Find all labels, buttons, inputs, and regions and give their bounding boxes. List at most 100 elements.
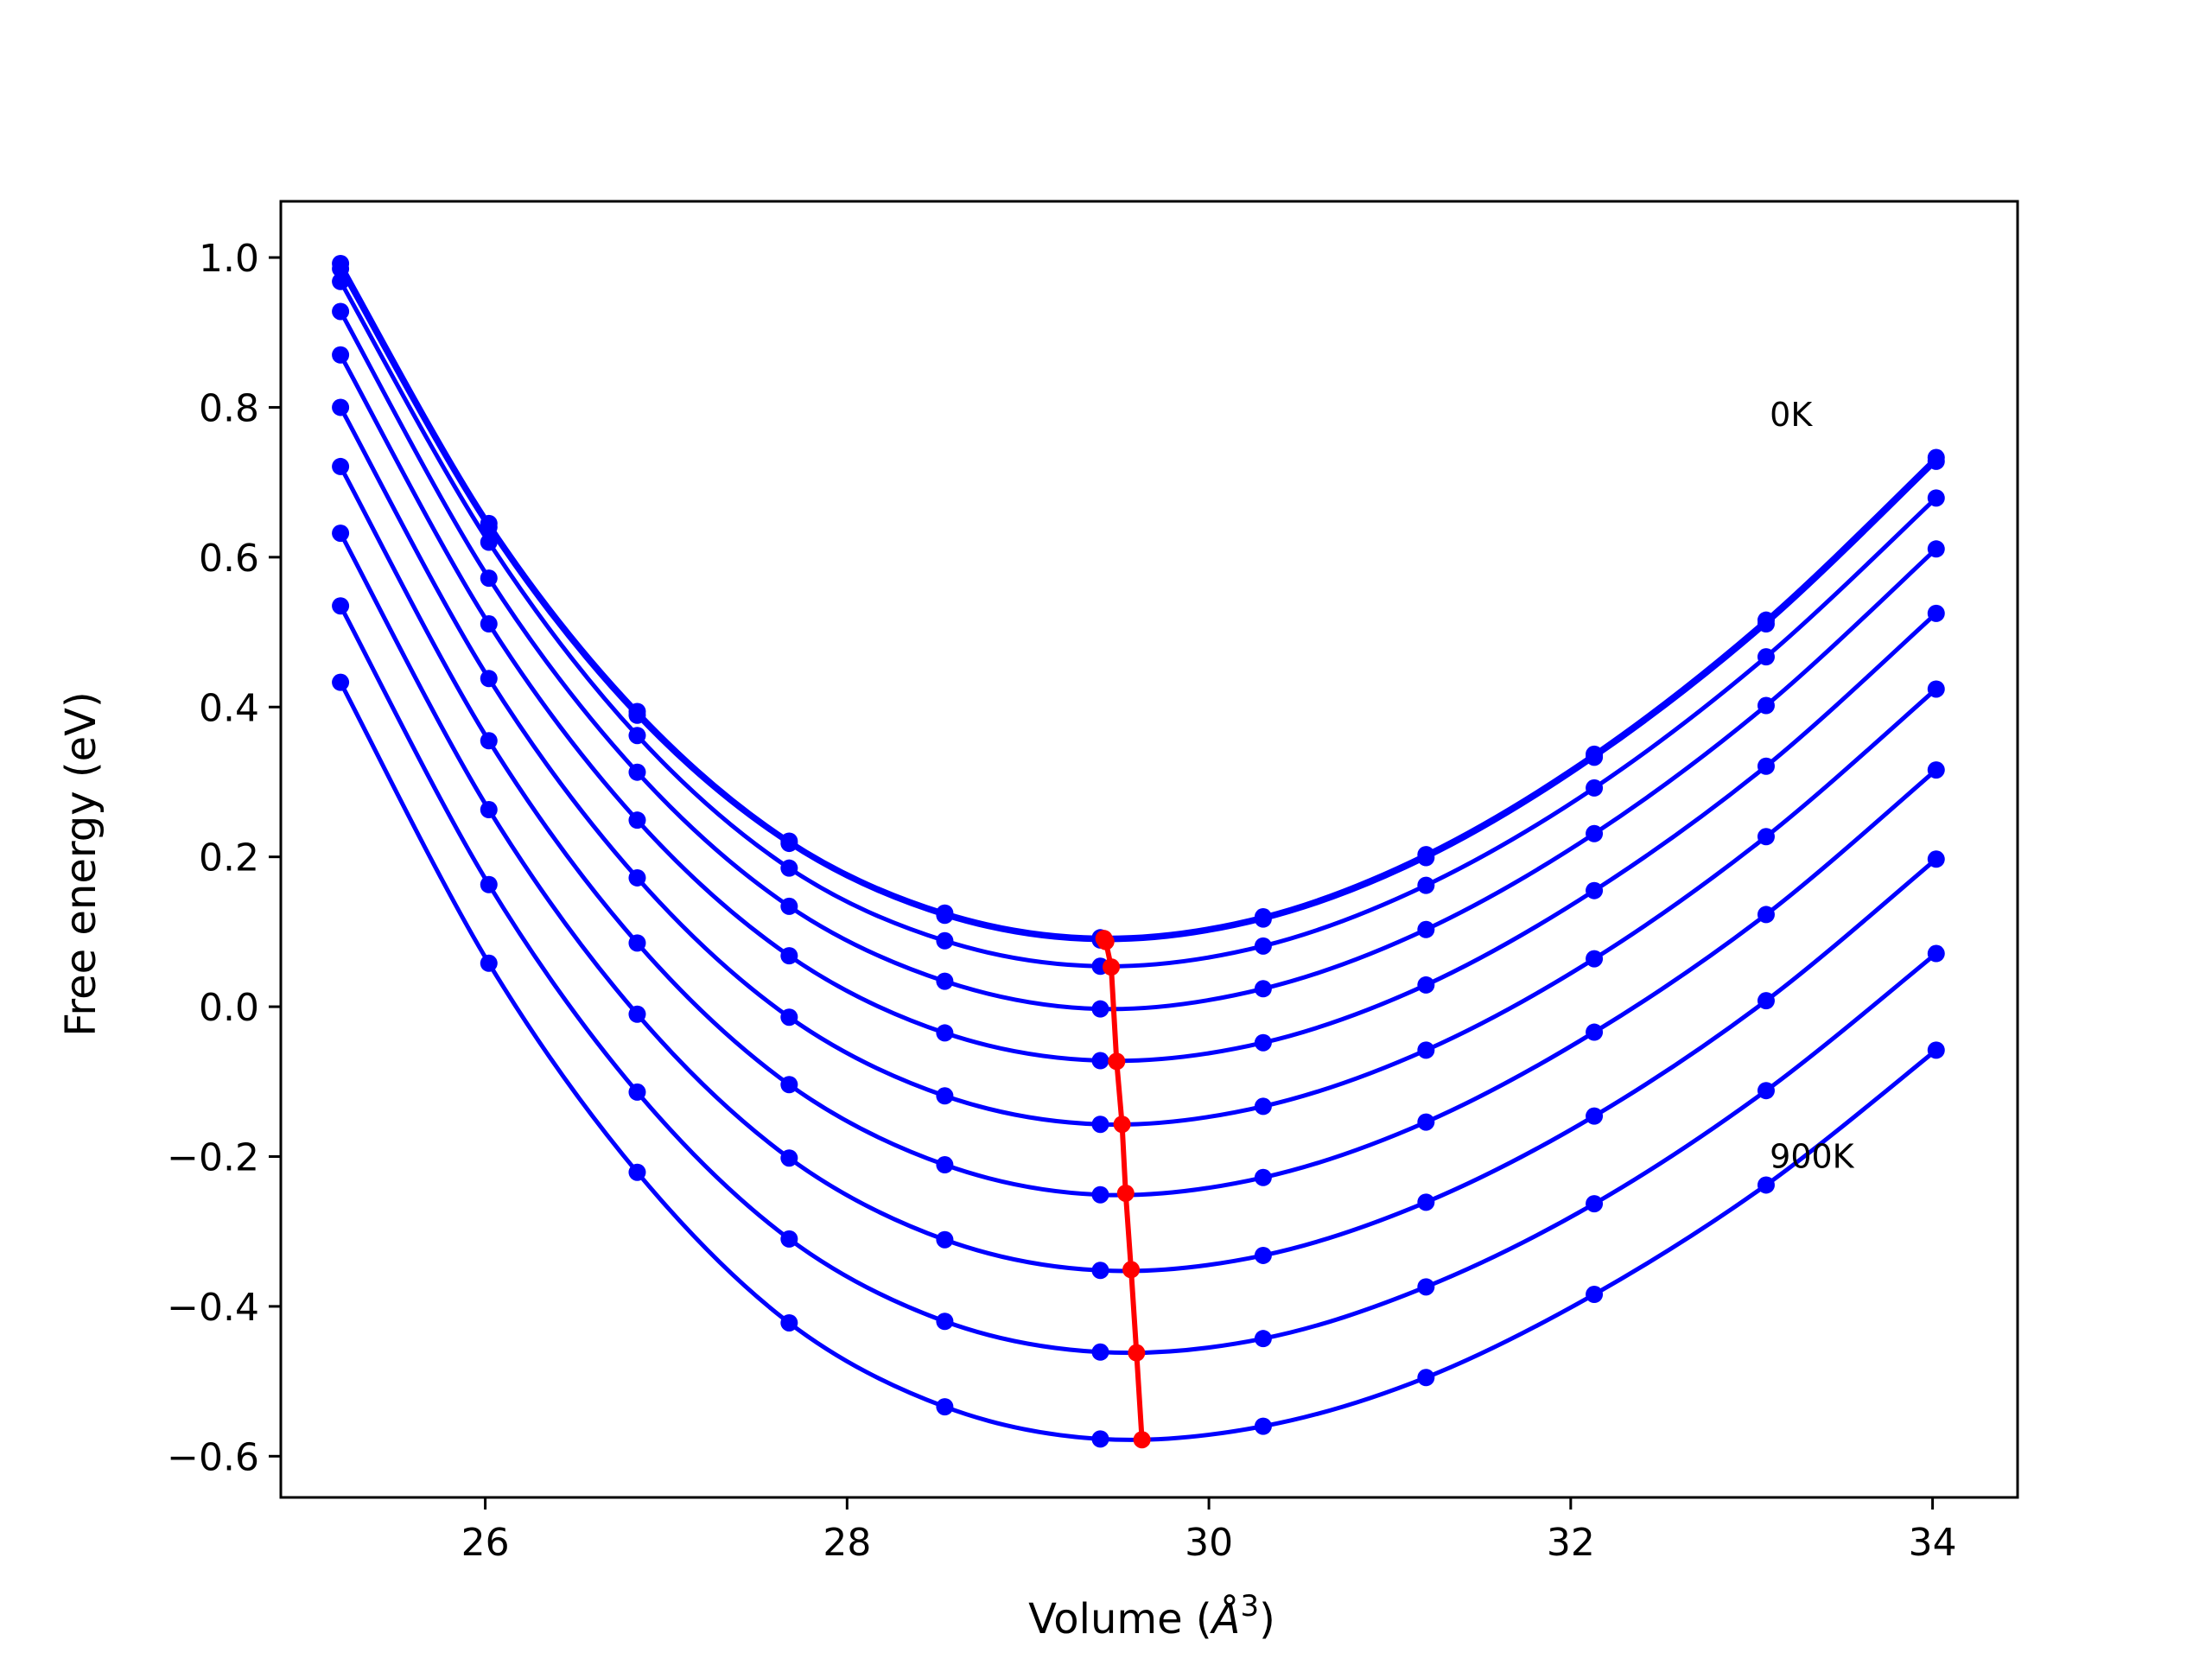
series-7-point-4: [936, 1230, 954, 1249]
minimum-point-3: [1108, 1052, 1126, 1071]
series-line-4: [338, 353, 1938, 1064]
series-4-point-10: [1927, 604, 1945, 622]
series-6-point-9: [1757, 906, 1775, 924]
series-4-point-9: [1757, 757, 1775, 775]
series-1-point-9: [1757, 615, 1775, 633]
series-1-point-6: [1254, 910, 1272, 928]
series-8-point-2: [628, 1083, 646, 1101]
y-tick-label-6: −0.2: [167, 1135, 259, 1179]
series-9-point-2: [628, 1163, 646, 1181]
x-tick-label-0: 26: [461, 1521, 510, 1565]
series-8-point-7: [1417, 1278, 1435, 1296]
series-5-point-10: [1927, 680, 1945, 698]
series-3-point-7: [1417, 920, 1435, 938]
series-7-point-6: [1254, 1246, 1272, 1264]
series-6-point-0: [332, 457, 350, 475]
series-9-point-0: [332, 673, 350, 691]
series-9-point-9: [1757, 1176, 1775, 1194]
annotations: 0K 900K: [1770, 396, 1855, 1175]
series-6-point-10: [1927, 761, 1945, 779]
minimum-point-2: [1103, 958, 1121, 976]
series-1-point-3: [780, 835, 798, 853]
series-7-point-10: [1927, 850, 1945, 868]
series-7-point-2: [628, 1005, 646, 1023]
series-8-point-1: [480, 875, 498, 893]
series-1-point-4: [936, 906, 954, 925]
series-1-point-8: [1586, 748, 1604, 766]
series-1-point-10: [1927, 452, 1945, 470]
series-5-point-7: [1417, 1041, 1435, 1059]
x-axis-label: Volume (Å3): [1028, 1589, 1275, 1643]
series-line-3: [338, 310, 1938, 1012]
y-tick-label-7: −0.4: [167, 1286, 259, 1330]
series-2-point-7: [1417, 876, 1435, 894]
x-axis-label-exponent: 3: [1240, 1589, 1259, 1624]
series-9-point-7: [1417, 1369, 1435, 1387]
x-tick-label-3: 32: [1547, 1521, 1595, 1565]
series-1-point-7: [1417, 849, 1435, 867]
series-9-point-5: [1091, 1430, 1109, 1448]
axes: 26 28 30 32 34 1.0 0.8 0.6 0.4 0.2 0.0 −0.2 −0.4 −0.6: [167, 200, 2019, 1565]
x-tick-label-2: 30: [1185, 1521, 1233, 1565]
series-2-point-6: [1254, 937, 1272, 955]
series-5-point-3: [780, 1008, 798, 1027]
series-8-point-9: [1757, 1082, 1775, 1100]
series-5-point-9: [1757, 828, 1775, 846]
series-3-point-4: [936, 972, 954, 990]
series-7-point-0: [332, 524, 350, 543]
series-8-point-6: [1254, 1330, 1272, 1348]
series-4-point-5: [1091, 1052, 1109, 1070]
series-7-point-7: [1417, 1193, 1435, 1211]
series-9-point-1: [480, 954, 498, 972]
series-6-point-2: [628, 934, 646, 952]
series-3-point-1: [480, 569, 498, 588]
series-line-2: [338, 280, 1938, 969]
series-9-point-8: [1586, 1286, 1604, 1304]
series-line-0: [338, 262, 1938, 940]
series-line-5: [338, 406, 1938, 1127]
series-3-point-3: [780, 897, 798, 915]
series-4-point-8: [1586, 881, 1604, 899]
series-6-point-4: [936, 1156, 954, 1174]
annotation-0: 0K: [1770, 396, 1813, 434]
series-9-point-3: [780, 1313, 798, 1332]
y-axis-label: Free energy (eV): [57, 691, 105, 1036]
series-6-point-6: [1254, 1168, 1272, 1186]
series-7-point-5: [1091, 1262, 1109, 1280]
series-9-point-4: [936, 1398, 954, 1416]
series-8-point-5: [1091, 1343, 1109, 1361]
series-5-point-8: [1586, 950, 1604, 968]
series-8-point-0: [332, 597, 350, 615]
series-9-point-6: [1254, 1417, 1272, 1435]
series-5-point-6: [1254, 1097, 1272, 1116]
minimum-point-5: [1116, 1184, 1135, 1202]
series-3-point-10: [1927, 540, 1945, 558]
series-5-point-2: [628, 868, 646, 887]
y-tick-label-2: 0.6: [199, 537, 259, 581]
series-line-6: [338, 465, 1938, 1198]
x-tick-label-1: 28: [823, 1521, 871, 1565]
series-6-point-1: [480, 732, 498, 750]
series-5-point-0: [332, 398, 350, 416]
series-2-point-9: [1757, 648, 1775, 666]
series-2-point-1: [480, 533, 498, 551]
series-7-point-8: [1586, 1107, 1604, 1125]
series-4-point-7: [1417, 976, 1435, 994]
series-3-point-8: [1586, 824, 1604, 842]
series-line-8: [338, 605, 1938, 1356]
minimum-point-4: [1113, 1116, 1131, 1134]
series-5-point-1: [480, 670, 498, 688]
series-2-point-2: [628, 727, 646, 745]
series-8-point-4: [936, 1313, 954, 1331]
series-4-point-2: [628, 811, 646, 830]
x-tick-label-4: 34: [1909, 1521, 1957, 1565]
series-8-point-3: [780, 1230, 798, 1248]
minimum-point-7: [1128, 1344, 1146, 1362]
series-5-point-4: [936, 1087, 954, 1105]
series-7-point-9: [1757, 992, 1775, 1010]
series-2-point-10: [1927, 489, 1945, 507]
series-line-7: [338, 531, 1938, 1274]
y-tick-label-1: 0.8: [199, 386, 259, 430]
series-1-point-0: [332, 260, 350, 278]
